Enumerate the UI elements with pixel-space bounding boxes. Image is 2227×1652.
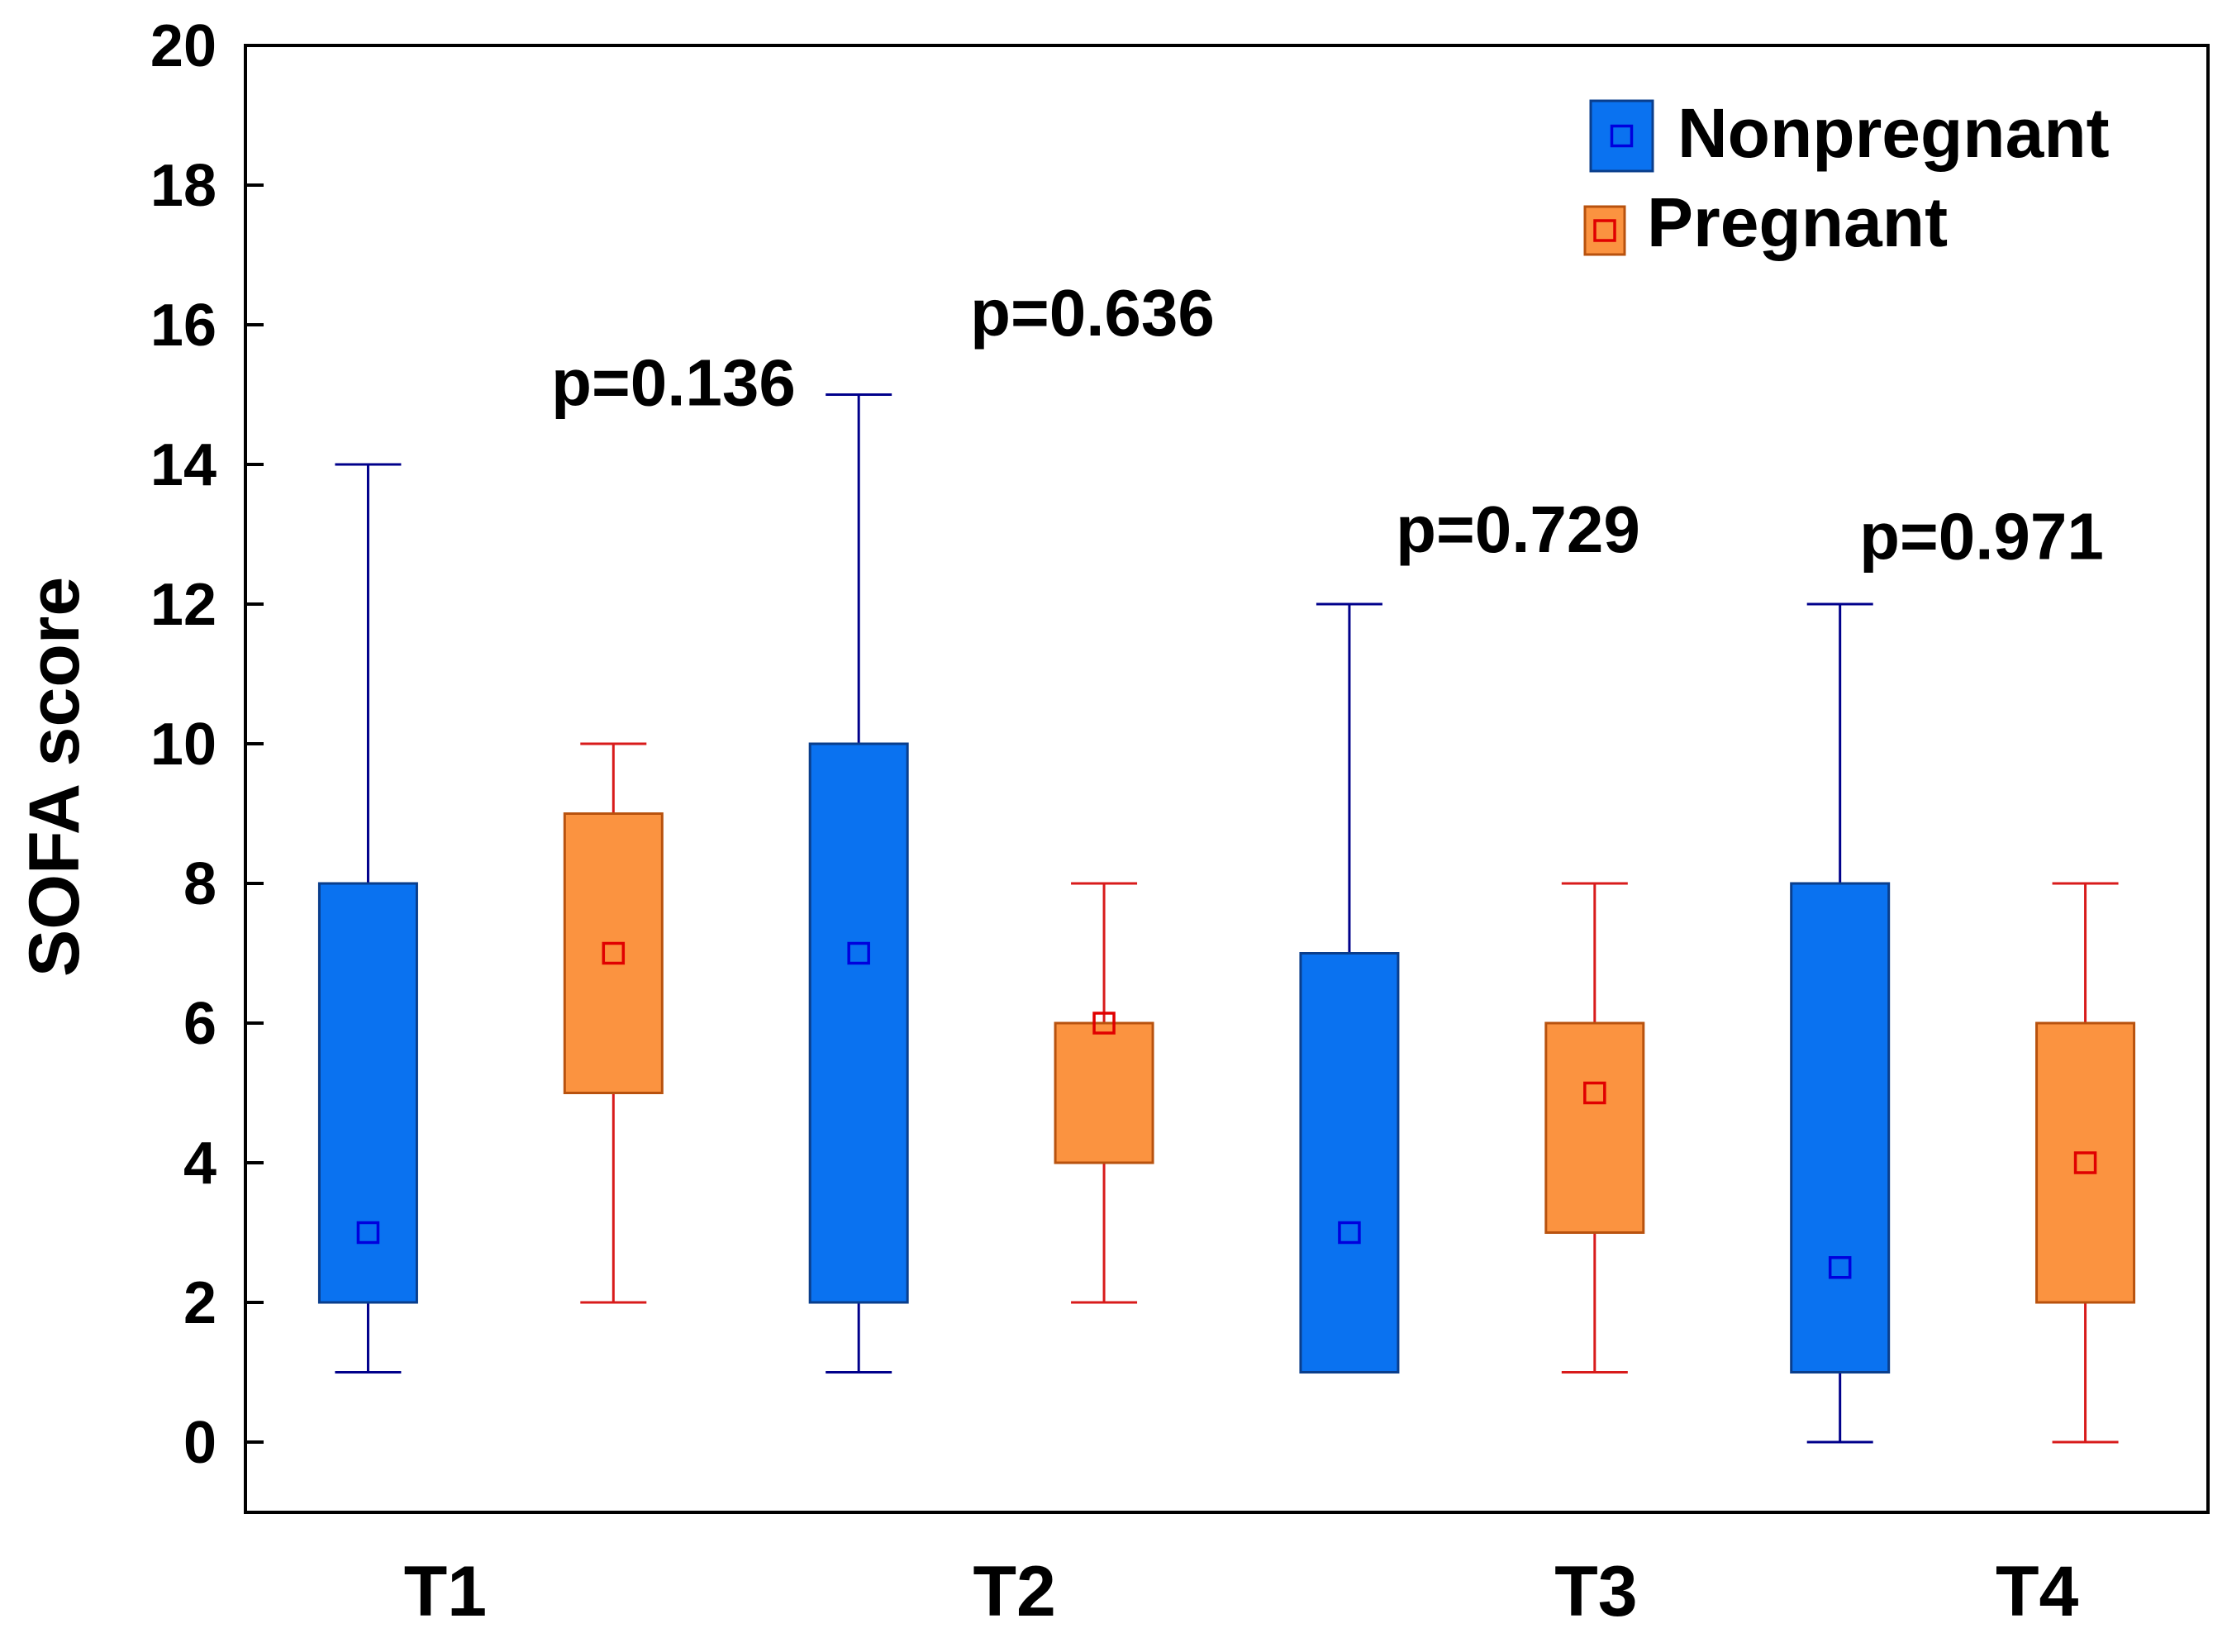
x-tick-label: T3: [1554, 1552, 1637, 1631]
box-iqr: [563, 812, 664, 1094]
legend-item-pregnant: Pregnant: [1583, 183, 1948, 261]
legend-swatch: [1583, 205, 1626, 256]
legend-marker: [1593, 219, 1616, 242]
box-iqr: [1790, 882, 1891, 1373]
x-tick-label: T4: [1996, 1552, 2079, 1631]
median-marker: [1338, 1221, 1361, 1245]
p-value-label: p=0.136: [551, 346, 796, 420]
x-tick-label: T1: [404, 1552, 487, 1631]
box-pregnant-t1: [563, 742, 664, 1304]
box-iqr: [1054, 1021, 1154, 1164]
y-axis: 0 2 4 6 8 10 12 14 16 18 20: [150, 13, 264, 1476]
box-iqr: [317, 882, 418, 1304]
y-tick-label: 20: [150, 13, 217, 79]
y-tick-label: 12: [150, 572, 217, 638]
p-value-label: p=0.971: [1859, 500, 2104, 574]
box-iqr: [1299, 952, 1400, 1373]
y-tick-label: 6: [183, 991, 217, 1057]
legend-marker: [1610, 124, 1634, 148]
median-marker: [602, 941, 626, 965]
median-marker: [356, 1221, 380, 1245]
box-nonpregnant-t3: [1299, 602, 1400, 1373]
box-pregnant-t4: [2035, 882, 2136, 1444]
box-iqr: [1544, 1021, 1645, 1234]
box-nonpregnant-t2: [808, 393, 909, 1373]
y-tick-label: 10: [150, 712, 217, 778]
median-marker: [2073, 1151, 2097, 1174]
legend-item-nonpregnant: Nonpregnant: [1589, 94, 2110, 173]
y-tick-label: 4: [183, 1131, 217, 1197]
p-value-label: p=0.636: [970, 276, 1215, 350]
p-value-label: p=0.729: [1396, 493, 1640, 566]
y-tick-label: 16: [150, 293, 217, 359]
box-pregnant-t2: [1054, 882, 1154, 1304]
box-iqr: [2035, 1021, 2136, 1304]
median-marker: [1828, 1256, 1852, 1279]
box-nonpregnant-t4: [1790, 602, 1891, 1444]
y-tick-label: 8: [183, 851, 217, 917]
legend-label: Nonpregnant: [1677, 94, 2110, 172]
box-nonpregnant-t1: [317, 463, 418, 1373]
legend-swatch: [1589, 99, 1654, 173]
box-pregnant-t3: [1544, 882, 1645, 1373]
x-axis: T1 T2 T3 T4: [404, 1552, 2079, 1631]
median-marker: [847, 941, 870, 965]
legend: Nonpregnant Pregnant: [1583, 94, 2110, 261]
median-marker: [1583, 1081, 1606, 1105]
p-value-annotations: p=0.136 p=0.636 p=0.729 p=0.971: [551, 276, 2104, 573]
y-tick-label: 18: [150, 153, 217, 219]
y-axis-label: SOFA score: [15, 577, 94, 977]
y-tick-label: 14: [150, 432, 217, 498]
box-series: [317, 393, 2136, 1444]
box-iqr: [808, 742, 909, 1304]
plot-frame: [244, 44, 2210, 1514]
legend-label: Pregnant: [1647, 183, 1948, 261]
y-tick-label: 0: [183, 1410, 217, 1476]
x-tick-label: T2: [973, 1552, 1055, 1631]
y-tick-label: 2: [183, 1270, 217, 1336]
median-marker: [1092, 1012, 1116, 1035]
